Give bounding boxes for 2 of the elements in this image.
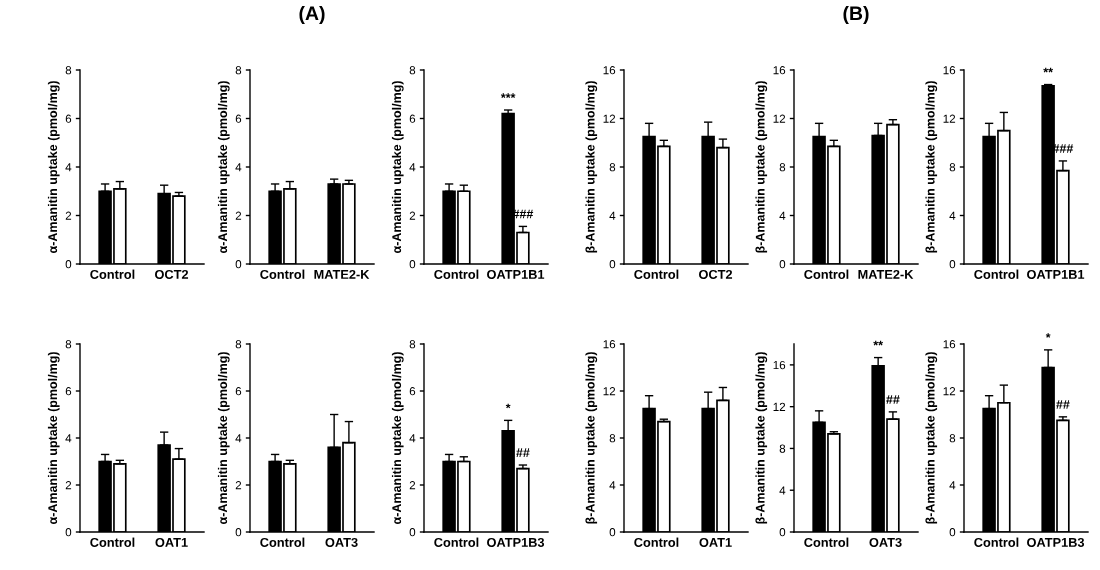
chart-title: (A) — [299, 5, 325, 25]
chart-title: (B) — [843, 5, 869, 25]
